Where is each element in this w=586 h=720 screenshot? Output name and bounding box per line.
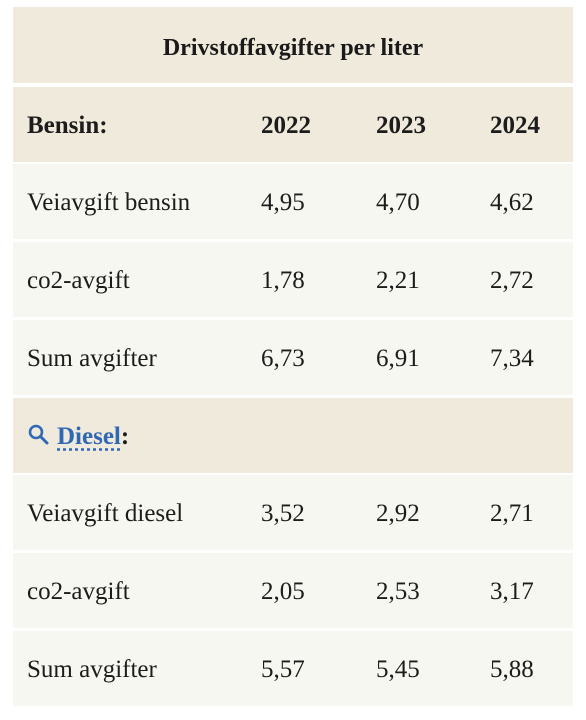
row-label: co2-avgift <box>27 578 130 605</box>
bensin-header-row: Bensin: 2022 2023 2024 <box>13 87 573 164</box>
search-icon[interactable] <box>27 423 49 445</box>
value-2024: 3,17 <box>490 578 534 605</box>
year-header-2022: 2022 <box>261 112 311 139</box>
table-title: Drivstoffavgifter per liter <box>162 35 424 61</box>
table-title-row: Drivstoffavgifter per liter <box>13 7 573 85</box>
table-row: Sum avgifter 6,73 6,91 7,34 <box>13 320 573 397</box>
value-2022: 4,95 <box>261 189 305 216</box>
diesel-header-colon: : <box>120 423 130 450</box>
value-2022: 3,52 <box>261 500 305 527</box>
table-row: Veiavgift diesel 3,52 2,92 2,71 <box>13 475 573 552</box>
value-2022: 2,05 <box>261 578 305 605</box>
row-label: Veiavgift bensin <box>27 189 191 216</box>
table-row: co2-avgift 2,05 2,53 3,17 <box>13 553 573 630</box>
row-label: Sum avgifter <box>27 656 157 683</box>
value-2023: 5,45 <box>376 656 420 683</box>
value-2022: 6,73 <box>261 345 305 372</box>
value-2024: 7,34 <box>490 345 534 372</box>
table-row: Sum avgifter 5,57 5,45 5,88 <box>13 631 573 708</box>
diesel-header-row: Diesel: <box>13 398 573 475</box>
value-2023: 4,70 <box>376 189 420 216</box>
value-2023: 2,21 <box>376 267 420 294</box>
year-header-2024: 2024 <box>490 112 540 139</box>
fuel-tax-table: Drivstoffavgifter per liter Bensin: 2022… <box>13 7 573 708</box>
value-2024: 4,62 <box>490 189 534 216</box>
value-2022: 5,57 <box>261 656 305 683</box>
value-2023: 2,92 <box>376 500 420 527</box>
row-label: co2-avgift <box>27 267 130 294</box>
value-2024: 5,88 <box>490 656 534 683</box>
row-label: Sum avgifter <box>27 345 157 372</box>
value-2024: 2,71 <box>490 500 534 527</box>
diesel-link[interactable]: Diesel <box>57 423 121 450</box>
value-2023: 2,53 <box>376 578 420 605</box>
value-2024: 2,72 <box>490 267 534 294</box>
bensin-header: Bensin: <box>27 112 108 139</box>
diesel-header: Diesel: <box>27 423 129 451</box>
row-label: Veiavgift diesel <box>27 500 184 527</box>
table-row: co2-avgift 1,78 2,21 2,72 <box>13 242 573 319</box>
value-2022: 1,78 <box>261 267 305 294</box>
value-2023: 6,91 <box>376 345 420 372</box>
year-header-2023: 2023 <box>376 112 426 139</box>
table-row: Veiavgift bensin 4,95 4,70 4,62 <box>13 164 573 241</box>
